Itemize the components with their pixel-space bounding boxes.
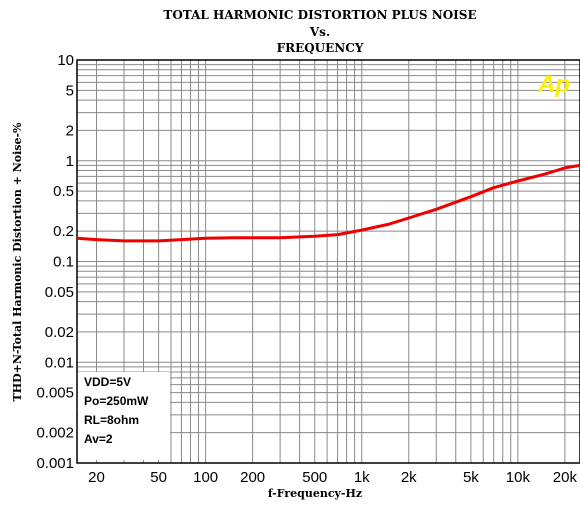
notes-background — [78, 372, 170, 460]
x-tick-label: 50 — [150, 469, 167, 486]
grid — [77, 60, 580, 464]
title-line-3: FREQUENCY — [277, 41, 364, 55]
y-tick-label: 0.5 — [53, 183, 74, 200]
y-tick-label: 10 — [57, 52, 74, 69]
x-tick-label: 2k — [401, 469, 417, 486]
y-tick-label: 0.1 — [53, 254, 74, 271]
title-line-1: TOTAL HARMONIC DISTORTION PLUS NOISE — [163, 8, 476, 22]
x-tick-label: 5k — [463, 469, 479, 486]
note-av: Av=2 — [84, 432, 113, 446]
y-tick-labels: 10 5 2 1 0.5 0.2 0.1 0.05 0.02 0.01 0.005 0.002 0.00… — [36, 52, 74, 472]
x-tick-label: 20 — [88, 469, 105, 486]
y-tick-label: 0.2 — [53, 223, 74, 240]
y-tick-label: 0.02 — [45, 324, 74, 341]
note-vdd: VDD=5V — [84, 375, 131, 389]
plot-frame — [76, 59, 580, 464]
thd-curve — [76, 163, 580, 243]
x-tick-labels: 20 50 100 200 500 1k 2k 5k 10k 20k — [88, 469, 577, 486]
x-axis-label: f-Frequency-Hz — [268, 487, 362, 500]
y-tick-label: 1 — [66, 153, 74, 170]
note-po: Po=250mW — [84, 394, 149, 408]
x-tick-label: 10k — [506, 469, 531, 486]
x-tick-label: 200 — [240, 469, 265, 486]
chart-title: TOTAL HARMONIC DISTORTION PLUS NOISE Vs.… — [163, 8, 476, 55]
y-tick-label: 0.001 — [36, 455, 74, 472]
note-rl: RL=8ohm — [84, 413, 139, 427]
y-tick-label: 0.002 — [36, 425, 74, 442]
ap-logo: Ap — [537, 71, 570, 98]
y-axis-label: THD+N-Total Harmonic Distortion + Noise-… — [11, 122, 24, 402]
x-tick-label: 500 — [302, 469, 327, 486]
y-tick-label: 0.01 — [45, 354, 74, 371]
x-tick-label: 100 — [193, 469, 218, 486]
y-tick-label: 0.005 — [36, 385, 74, 402]
x-tick-label: 20k — [553, 469, 578, 486]
title-line-2: Vs. — [309, 25, 330, 39]
y-tick-label: 5 — [66, 82, 74, 99]
x-tick-label: 1k — [354, 469, 370, 486]
y-tick-label: 0.05 — [45, 284, 74, 301]
y-tick-label: 2 — [66, 122, 74, 139]
condition-notes: VDD=5V Po=250mW RL=8ohm Av=2 — [78, 372, 170, 460]
